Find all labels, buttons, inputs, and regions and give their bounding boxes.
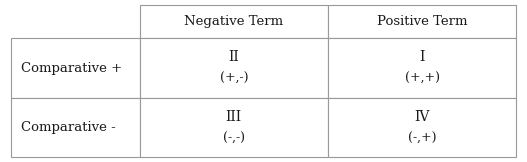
Text: Negative Term: Negative Term	[184, 15, 284, 28]
Bar	[11, 98, 140, 157]
Bar	[140, 5, 328, 38]
Bar	[328, 98, 516, 157]
Text: IV: IV	[415, 110, 430, 124]
Text: Positive Term: Positive Term	[377, 15, 467, 28]
Bar	[140, 98, 328, 157]
Text: (+,+): (+,+)	[405, 72, 440, 85]
Bar	[328, 38, 516, 98]
Text: (+,-): (+,-)	[220, 72, 248, 85]
Text: (-,+): (-,+)	[408, 132, 436, 145]
Text: II: II	[228, 50, 239, 64]
Text: I: I	[419, 50, 425, 64]
Text: Comparative -: Comparative -	[21, 121, 115, 134]
Text: Comparative +: Comparative +	[21, 62, 122, 75]
Text: (-,-): (-,-)	[223, 132, 245, 145]
Bar	[140, 38, 328, 98]
Bar	[11, 38, 140, 98]
Bar	[328, 5, 516, 38]
Text: III: III	[226, 110, 242, 124]
